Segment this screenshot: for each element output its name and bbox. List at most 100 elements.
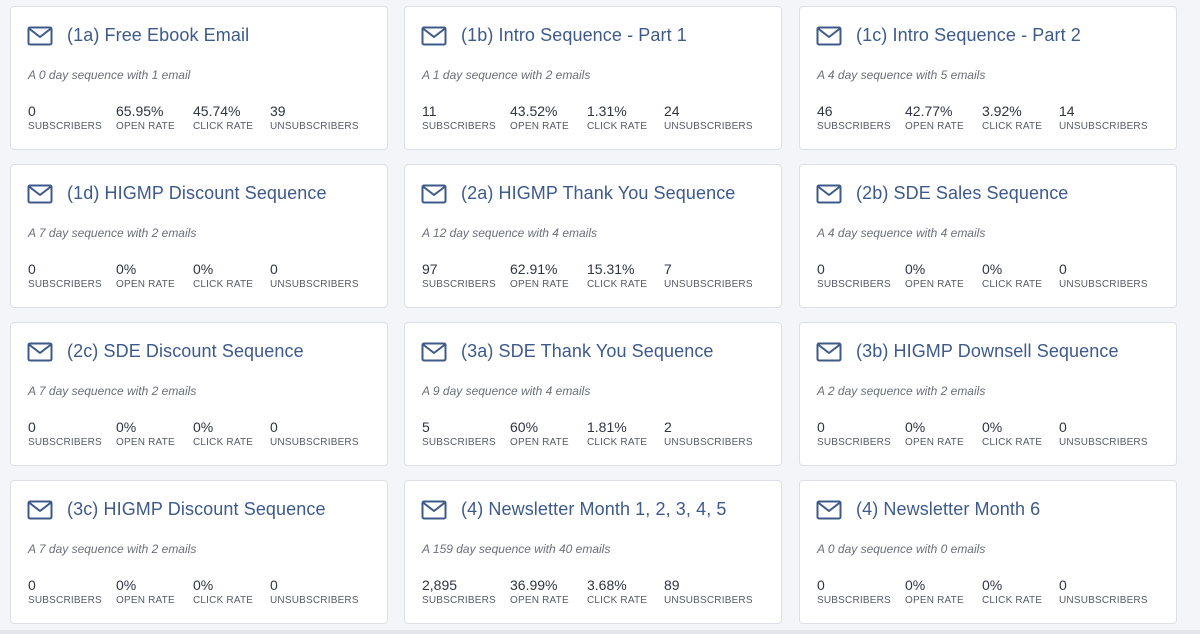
sequence-description: A 7 day sequence with 2 emails: [28, 384, 197, 398]
stat-value: 0: [817, 261, 825, 277]
stat-value: 0%: [193, 577, 214, 593]
sequence-title[interactable]: (4) Newsletter Month 1, 2, 3, 4, 5: [461, 499, 727, 519]
stat-label: CLICK RATE: [193, 437, 254, 448]
sequence-stats: 0 SUBSCRIBERS 0% OPEN RATE 0% CLICK RATE 0 UNSU…: [28, 261, 378, 293]
mail-icon: [27, 184, 53, 204]
sequence-title[interactable]: (3c) HIGMP Discount Sequence: [67, 499, 326, 519]
stat-value: 0%: [982, 577, 1003, 593]
sequence-description: A 9 day sequence with 4 emails: [422, 384, 591, 398]
stat-label: SUBSCRIBERS: [28, 437, 102, 448]
stat-label: UNSUBSCRIBERS: [270, 279, 359, 290]
sequence-card[interactable]: (2c) SDE Discount Sequence A 7 day sequen…: [10, 322, 388, 466]
sequence-title[interactable]: (1b) Intro Sequence - Part 1: [461, 25, 687, 45]
sequence-card[interactable]: (1b) Intro Sequence - Part 1 A 1 day sequ…: [404, 6, 782, 150]
sequence-title[interactable]: (1c) Intro Sequence - Part 2: [856, 25, 1081, 45]
sequence-title[interactable]: (4) Newsletter Month 6: [856, 499, 1041, 519]
stat-value: 1.31%: [587, 103, 627, 119]
bottom-scroll-edge: [0, 630, 1200, 634]
sequence-card[interactable]: (2a) HIGMP Thank You Sequence A 12 day se…: [404, 164, 782, 308]
subscribers-stat: 97 SUBSCRIBERS: [422, 261, 496, 291]
stat-value: 7: [664, 261, 672, 277]
click-rate-stat: 1.81% CLICK RATE: [587, 419, 647, 449]
stat-label: OPEN RATE: [510, 437, 569, 448]
sequence-card[interactable]: (1a) Free Ebook Email A 0 day sequence wi…: [10, 6, 388, 150]
sequence-card[interactable]: (4) Newsletter Month 1, 2, 3, 4, 5 A 159 …: [404, 480, 782, 624]
stat-value: 0: [28, 261, 36, 277]
sequence-title[interactable]: (1d) HIGMP Discount Sequence: [67, 183, 327, 203]
subscribers-stat: 2,895 SUBSCRIBERS: [422, 577, 496, 607]
stat-value: 24: [664, 103, 680, 119]
sequence-stats: 46 SUBSCRIBERS 42.77% OPEN RATE 3.92% CLICK R…: [817, 103, 1167, 135]
stat-label: CLICK RATE: [193, 595, 254, 606]
stat-value: 0: [1059, 419, 1067, 435]
sequence-card[interactable]: (4) Newsletter Month 6 A 0 day sequence w…: [799, 480, 1177, 624]
sequence-stats: 0 SUBSCRIBERS 0% OPEN RATE 0% CLICK RATE 0 UNSU…: [817, 261, 1167, 293]
stat-label: OPEN RATE: [116, 279, 175, 290]
open-rate-stat: 0% OPEN RATE: [116, 577, 175, 607]
open-rate-stat: 65.95% OPEN RATE: [116, 103, 175, 133]
stat-label: SUBSCRIBERS: [422, 279, 496, 290]
stat-value: 0: [28, 103, 36, 119]
sequence-title[interactable]: (3a) SDE Thank You Sequence: [461, 341, 714, 361]
sequence-card[interactable]: (3c) HIGMP Discount Sequence A 7 day sequ…: [10, 480, 388, 624]
mail-icon: [421, 500, 447, 520]
sequence-card[interactable]: (1c) Intro Sequence - Part 2 A 4 day sequ…: [799, 6, 1177, 150]
sequence-title[interactable]: (2b) SDE Sales Sequence: [856, 183, 1069, 203]
mail-icon: [421, 184, 447, 204]
sequence-title[interactable]: (1a) Free Ebook Email: [67, 25, 250, 45]
sequence-card[interactable]: (2b) SDE Sales Sequence A 4 day sequence …: [799, 164, 1177, 308]
sequence-title[interactable]: (2c) SDE Discount Sequence: [67, 341, 304, 361]
click-rate-stat: 15.31% CLICK RATE: [587, 261, 647, 291]
open-rate-stat: 60% OPEN RATE: [510, 419, 569, 449]
stat-value: 0: [270, 419, 278, 435]
click-rate-stat: 3.68% CLICK RATE: [587, 577, 647, 607]
stat-label: OPEN RATE: [905, 437, 964, 448]
sequence-card[interactable]: (3b) HIGMP Downsell Sequence A 2 day sequ…: [799, 322, 1177, 466]
subscribers-stat: 0 SUBSCRIBERS: [28, 261, 102, 291]
unsubscribers-stat: 7 UNSUBSCRIBERS: [664, 261, 753, 291]
subscribers-stat: 0 SUBSCRIBERS: [817, 261, 891, 291]
card-header: (2b) SDE Sales Sequence: [816, 183, 1068, 204]
stat-value: 0%: [193, 419, 214, 435]
sequence-description: A 7 day sequence with 2 emails: [28, 542, 197, 556]
stat-label: CLICK RATE: [587, 595, 648, 606]
sequence-card[interactable]: (3a) SDE Thank You Sequence A 9 day seque…: [404, 322, 782, 466]
stat-label: CLICK RATE: [982, 121, 1043, 132]
mail-icon: [816, 500, 842, 520]
sequence-description: A 12 day sequence with 4 emails: [422, 226, 597, 240]
unsubscribers-stat: 0 UNSUBSCRIBERS: [1059, 419, 1148, 449]
stat-label: CLICK RATE: [982, 595, 1043, 606]
stat-label: UNSUBSCRIBERS: [1059, 437, 1148, 448]
stat-value: 39: [270, 103, 286, 119]
click-rate-stat: 0% CLICK RATE: [193, 261, 253, 291]
open-rate-stat: 0% OPEN RATE: [905, 577, 964, 607]
stat-label: CLICK RATE: [982, 279, 1043, 290]
card-header: (4) Newsletter Month 6: [816, 499, 1040, 520]
stat-value: 0: [1059, 261, 1067, 277]
stat-label: CLICK RATE: [587, 437, 648, 448]
unsubscribers-stat: 0 UNSUBSCRIBERS: [1059, 261, 1148, 291]
stat-value: 46: [817, 103, 833, 119]
stat-label: SUBSCRIBERS: [817, 279, 891, 290]
stat-label: OPEN RATE: [905, 121, 964, 132]
stat-label: UNSUBSCRIBERS: [1059, 121, 1148, 132]
stat-label: SUBSCRIBERS: [28, 279, 102, 290]
sequence-description: A 7 day sequence with 2 emails: [28, 226, 197, 240]
stat-label: UNSUBSCRIBERS: [664, 279, 753, 290]
subscribers-stat: 0 SUBSCRIBERS: [28, 419, 102, 449]
stat-value: 0%: [982, 261, 1003, 277]
open-rate-stat: 0% OPEN RATE: [905, 419, 964, 449]
sequence-card[interactable]: (1d) HIGMP Discount Sequence A 7 day sequ…: [10, 164, 388, 308]
sequence-title[interactable]: (2a) HIGMP Thank You Sequence: [461, 183, 736, 203]
stat-label: OPEN RATE: [116, 121, 175, 132]
sequence-stats: 0 SUBSCRIBERS 0% OPEN RATE 0% CLICK RATE 0 UNSU…: [817, 419, 1167, 451]
sequence-title[interactable]: (3b) HIGMP Downsell Sequence: [856, 341, 1119, 361]
sequence-stats: 0 SUBSCRIBERS 65.95% OPEN RATE 45.74% CLICK R…: [28, 103, 378, 135]
subscribers-stat: 0 SUBSCRIBERS: [28, 577, 102, 607]
unsubscribers-stat: 0 UNSUBSCRIBERS: [270, 577, 359, 607]
stat-label: CLICK RATE: [587, 279, 648, 290]
sequence-description: A 0 day sequence with 1 email: [28, 68, 191, 82]
stat-label: UNSUBSCRIBERS: [1059, 595, 1148, 606]
sequence-description: A 159 day sequence with 40 emails: [422, 542, 611, 556]
